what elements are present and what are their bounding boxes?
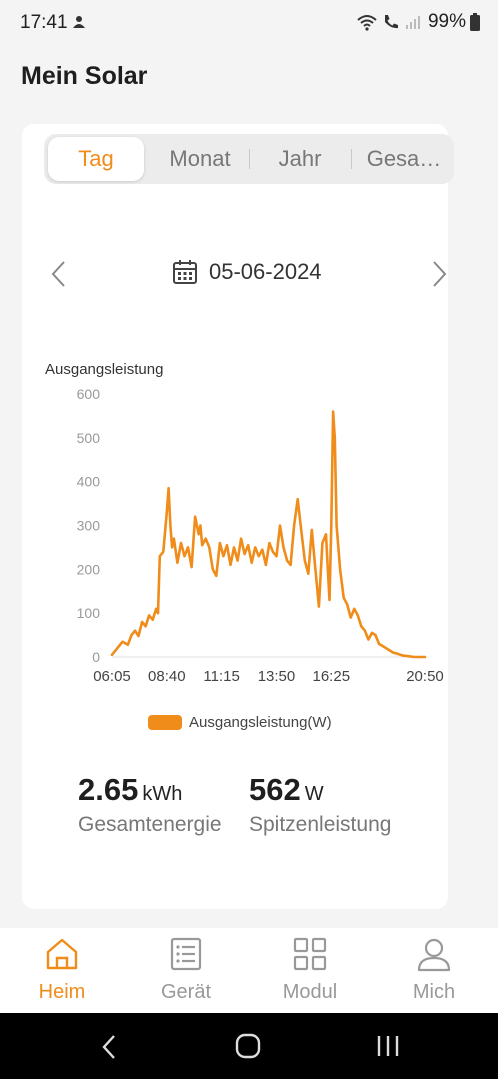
home-icon	[46, 938, 78, 970]
tab-mich[interactable]: Mich	[372, 928, 496, 1013]
wifi-icon	[357, 15, 377, 31]
bottom-tab-bar: Heim Gerät Modul Mich	[0, 928, 498, 1013]
x-tick-label: 11:15	[203, 668, 239, 684]
peak-power-value: 562	[249, 772, 301, 807]
y-tick-label: 400	[77, 474, 101, 490]
chart-legend[interactable]: Ausgangsleistung(W)	[148, 714, 332, 731]
date-row: 05-06-2024	[22, 254, 448, 294]
status-icons: 99%	[356, 11, 480, 33]
total-energy-value: 2.65	[78, 772, 139, 807]
x-tick-label: 16:25	[313, 668, 351, 684]
tab-label: Mich	[412, 981, 456, 1003]
status-bar: 17:41 99%	[0, 0, 498, 46]
solar-card: Tag Monat Jahr Gesa… 05-06-2024 Ausgangs…	[22, 124, 454, 909]
y-axis-label: Ausgangsleistung	[45, 361, 163, 378]
segment-monat[interactable]: Monat	[169, 146, 231, 171]
person-icon	[417, 938, 451, 972]
power-chart: Ausgangsleistung 0 100 200 300 400 500 600 06:05…	[22, 354, 448, 684]
segment-divider	[351, 149, 352, 169]
date-label[interactable]: 05-06-2024	[209, 259, 322, 284]
recents-icon[interactable]	[376, 1034, 400, 1058]
tab-heim[interactable]: Heim	[0, 928, 124, 1013]
tab-label: Heim	[38, 981, 86, 1003]
peak-power-caption: Spitzenleistung	[249, 813, 392, 836]
system-nav-bar	[0, 1013, 498, 1079]
x-tick-label: 08:40	[148, 668, 186, 684]
peak-power: 562 W Spitzenleistung	[249, 772, 391, 837]
y-tick-label: 0	[92, 649, 100, 665]
segment-gesamt[interactable]: Gesa…	[366, 146, 442, 171]
battery-icon	[470, 13, 480, 31]
segment-tag[interactable]: Tag	[48, 137, 144, 181]
calendar-icon[interactable]	[172, 259, 198, 285]
x-tick-label: 06:05	[93, 668, 131, 684]
total-energy-unit: kWh	[142, 783, 183, 805]
battery-percent: 99%	[427, 11, 466, 32]
y-tick-label: 600	[77, 386, 101, 402]
back-icon[interactable]	[98, 1033, 120, 1061]
y-tick-label: 100	[77, 605, 101, 621]
period-selector: Tag Monat Jahr Gesa…	[44, 134, 454, 184]
chevron-right-icon[interactable]	[424, 258, 454, 290]
call-icon	[384, 15, 398, 29]
legend-label: Ausgangsleistung(W)	[189, 714, 332, 731]
tab-geraet[interactable]: Gerät	[124, 928, 248, 1013]
x-tick-label: 20:50	[406, 668, 444, 684]
x-tick-label: 13:50	[258, 668, 296, 684]
peak-power-unit: W	[304, 783, 324, 805]
y-tick-label: 500	[77, 430, 101, 446]
list-icon	[170, 937, 202, 971]
total-energy: 2.65 kWh Gesamtenergie	[78, 772, 222, 837]
status-time: 17:41	[20, 12, 68, 33]
grid-icon	[293, 937, 327, 971]
series-line-ausgangsleistung	[110, 410, 427, 659]
tab-label: Gerät	[160, 981, 212, 1003]
page-title: Mein Solar	[21, 62, 148, 90]
segment-jahr[interactable]: Jahr	[278, 146, 322, 171]
legend-swatch	[148, 715, 182, 730]
tab-label: Modul	[282, 981, 338, 1003]
segment-divider	[249, 149, 250, 169]
power-chart-svg: Ausgangsleistung 0 100 200 300 400 500 600 06:05…	[45, 361, 444, 684]
total-energy-caption: Gesamtenergie	[78, 813, 222, 836]
tab-modul[interactable]: Modul	[248, 928, 372, 1013]
notification-icon	[73, 16, 85, 28]
y-tick-label: 300	[77, 518, 101, 534]
signal-icon	[405, 16, 420, 29]
home-button-icon[interactable]	[235, 1033, 261, 1059]
y-tick-label: 200	[77, 561, 101, 577]
chevron-left-icon[interactable]	[44, 258, 74, 290]
